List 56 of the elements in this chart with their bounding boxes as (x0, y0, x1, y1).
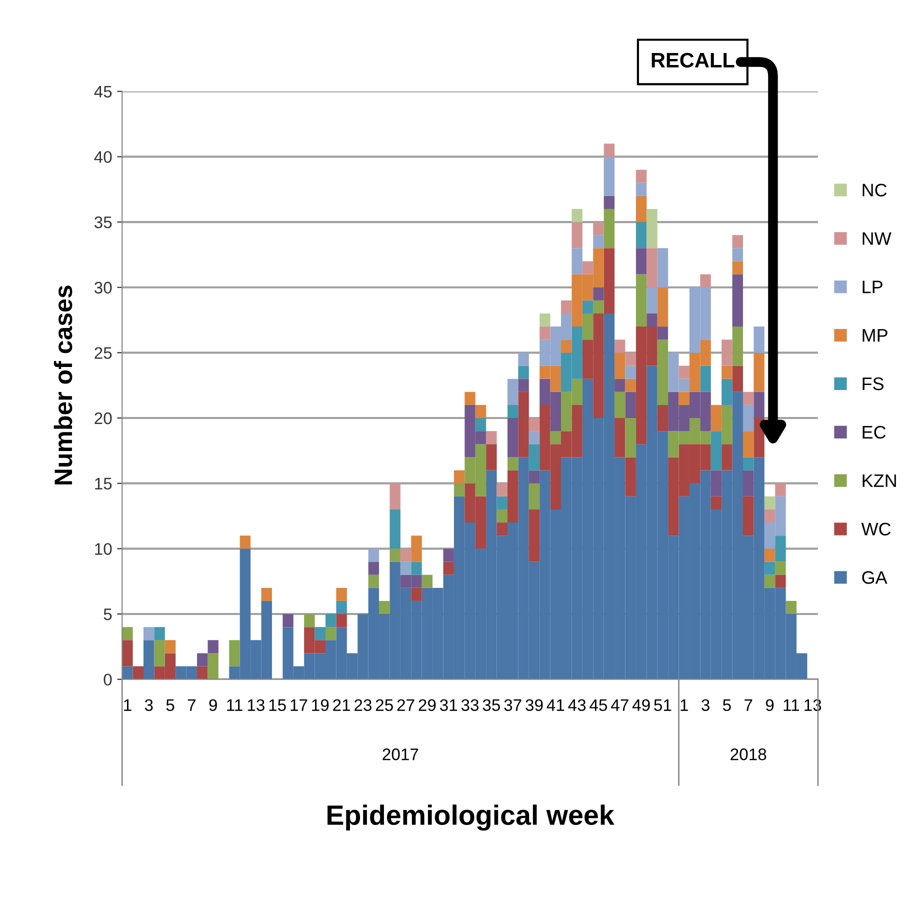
x-tick-label: 7 (188, 699, 196, 711)
y-tick-label: 20 (94, 412, 112, 424)
y-tick-label: 30 (94, 282, 112, 294)
x-tick-label: 15 (269, 699, 286, 712)
legend-label: FS (862, 377, 884, 390)
text: RECALL (652, 52, 734, 68)
x-tick-label: 41 (546, 699, 564, 711)
x-tick-label: 27 (397, 699, 414, 711)
y-tick-label: 5 (104, 608, 112, 620)
x-tick-label: 1 (680, 699, 688, 711)
legend-label: WC (861, 522, 891, 536)
x-tick-label: 5 (166, 699, 174, 712)
x-tick-label: 23 (354, 699, 372, 712)
y-tick-label: 40 (94, 151, 112, 163)
x-tick-label: 45 (590, 699, 608, 712)
y-tick-label: 10 (95, 543, 112, 555)
x-tick-label: 11 (227, 699, 242, 711)
x-tick-label: 29 (418, 699, 436, 712)
x-tick-label: 11 (784, 699, 800, 711)
x-tick-label: 7 (744, 699, 752, 711)
x-tick-label: 51 (654, 699, 672, 712)
y-tick-label: 25 (94, 347, 112, 359)
legend-label: KZN (862, 474, 896, 487)
legend-label: NW (862, 232, 892, 245)
x-tick-label: 25 (376, 699, 393, 712)
legend-label: GA (862, 571, 888, 584)
x-tick-label: 19 (312, 699, 329, 712)
x-tick-label: 49 (632, 699, 650, 712)
x-tick-label: 3 (702, 699, 710, 712)
x-tick-label: 5 (722, 699, 731, 712)
y-tick-label: 15 (95, 478, 112, 490)
x-tick-label: 1 (124, 699, 132, 711)
x-tick-label: 47 (611, 699, 628, 711)
x-tick-label: 39 (526, 699, 543, 712)
y-axis-title: Number of cases (54, 286, 72, 484)
x-tick-label: 35 (482, 699, 500, 712)
x-tick-label: 33 (461, 699, 479, 712)
x-axis-title: Epidemiological week (328, 804, 614, 831)
legend-label: NC (862, 184, 887, 196)
legend-label: EC (862, 426, 886, 439)
x-tick-label: 13 (248, 699, 264, 712)
legend-label: LP (862, 280, 882, 294)
legend-label: MP (862, 329, 888, 342)
x-tick-label: 17 (290, 699, 308, 711)
x-tick-label: 21 (333, 699, 350, 711)
text: 2018 (730, 748, 766, 760)
x-tick-label: 9 (209, 699, 217, 712)
x-tick-label: 9 (766, 699, 774, 712)
x-tick-label: 31 (440, 699, 458, 712)
y-tick-label: 0 (104, 674, 112, 686)
x-tick-label: 3 (144, 699, 153, 712)
text: 2017 (382, 748, 418, 760)
y-tick-label: 45 (94, 86, 112, 98)
x-tick-label: 43 (568, 699, 586, 712)
y-tick-label: 35 (94, 216, 112, 228)
x-tick-label: 37 (504, 699, 522, 712)
